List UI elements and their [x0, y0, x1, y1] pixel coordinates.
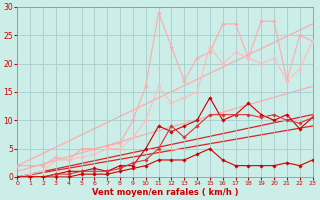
X-axis label: Vent moyen/en rafales ( km/h ): Vent moyen/en rafales ( km/h ): [92, 188, 238, 197]
